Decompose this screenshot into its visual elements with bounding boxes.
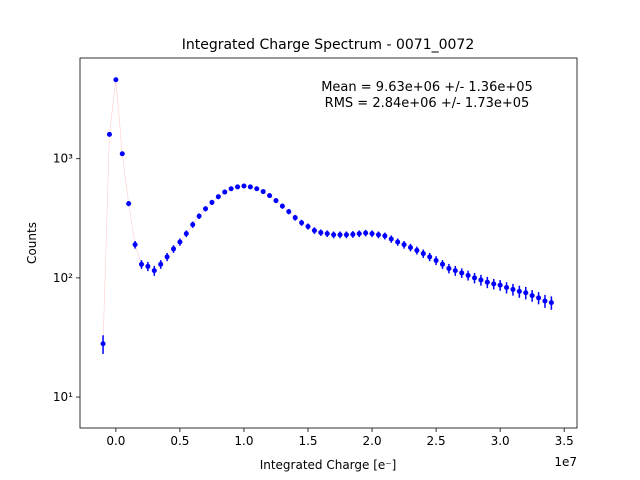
data-point [343, 232, 349, 238]
x-tick-label: 2.0 [363, 434, 382, 448]
data-point [472, 275, 478, 281]
data-point [407, 244, 413, 250]
data-point [260, 189, 266, 195]
data-point [446, 265, 452, 271]
data-point [273, 198, 279, 204]
data-point [279, 203, 285, 209]
data-point [337, 232, 343, 238]
data-point [478, 277, 484, 283]
data-point [286, 209, 292, 215]
data-point [254, 186, 260, 192]
x-tick-label: 3.0 [491, 434, 510, 448]
data-point [228, 186, 234, 192]
data-point [164, 254, 170, 260]
data-point [106, 131, 112, 137]
data-point [222, 189, 228, 195]
x-tick-label: 1.0 [234, 434, 253, 448]
data-point [209, 199, 215, 205]
data-point [145, 263, 151, 269]
data-point [171, 246, 177, 252]
data-point [433, 257, 439, 263]
data-point [203, 206, 209, 212]
data-point [183, 231, 189, 237]
data-point [318, 230, 324, 236]
data-point [158, 261, 164, 267]
x-offset-label: 1e7 [554, 455, 577, 469]
data-point [113, 77, 119, 83]
y-axis-label: Counts [25, 222, 39, 264]
data-point [241, 183, 247, 189]
data-point [395, 239, 401, 245]
data-point [132, 242, 138, 248]
data-point [504, 285, 510, 291]
data-point [440, 261, 446, 267]
data-point [523, 290, 529, 296]
x-axis-label: Integrated Charge [e⁻] [260, 458, 397, 472]
data-point [459, 270, 465, 276]
data-point [215, 194, 221, 200]
y-tick-label: 10² [53, 271, 73, 285]
data-point [452, 268, 458, 274]
data-point [427, 254, 433, 260]
data-point [299, 220, 305, 226]
data-point [529, 293, 535, 299]
data-point [369, 231, 375, 237]
data-point [190, 222, 196, 228]
data-point [350, 231, 356, 237]
data-point [267, 193, 273, 199]
data-point [196, 213, 202, 219]
data-point [138, 261, 144, 267]
x-tick-label: 1.5 [298, 434, 317, 448]
data-point [119, 151, 125, 157]
data-point [177, 239, 183, 245]
data-point [100, 341, 106, 347]
x-tick-label: 3.5 [555, 434, 574, 448]
data-point [356, 231, 362, 237]
data-point [401, 242, 407, 248]
data-point [491, 281, 497, 287]
y-tick-label: 10³ [53, 152, 73, 166]
data-point [484, 279, 490, 285]
data-point [292, 215, 298, 221]
data-point [235, 184, 241, 190]
data-point [305, 223, 311, 229]
data-point [126, 201, 132, 207]
data-point [151, 268, 157, 274]
plot-frame [79, 57, 578, 429]
annotation: RMS = 2.84e+06 +/- 1.73e+05 [325, 96, 530, 111]
fit-line [102, 79, 552, 344]
data-point [324, 231, 330, 237]
data-point [536, 295, 542, 301]
data-point [388, 236, 394, 242]
x-tick-label: 2.5 [427, 434, 446, 448]
data-point [516, 288, 522, 294]
data-point [548, 300, 554, 306]
x-tick-label: 0.0 [106, 434, 125, 448]
data-point [375, 232, 381, 238]
data-point [331, 232, 337, 238]
y-tick-label: 10¹ [53, 390, 73, 404]
data-point [497, 282, 503, 288]
data-point [382, 233, 388, 239]
data-point [311, 227, 317, 233]
x-tick-label: 0.5 [170, 434, 189, 448]
data-point [363, 230, 369, 236]
data-point [247, 184, 253, 190]
data-point [420, 251, 426, 257]
data-point [510, 286, 516, 292]
chart-title: Integrated Charge Spectrum - 0071_0072 [182, 37, 475, 53]
data-point [465, 272, 471, 278]
annotation: Mean = 9.63e+06 +/- 1.36e+05 [321, 80, 533, 95]
data-point [414, 247, 420, 253]
data-point [542, 298, 548, 304]
